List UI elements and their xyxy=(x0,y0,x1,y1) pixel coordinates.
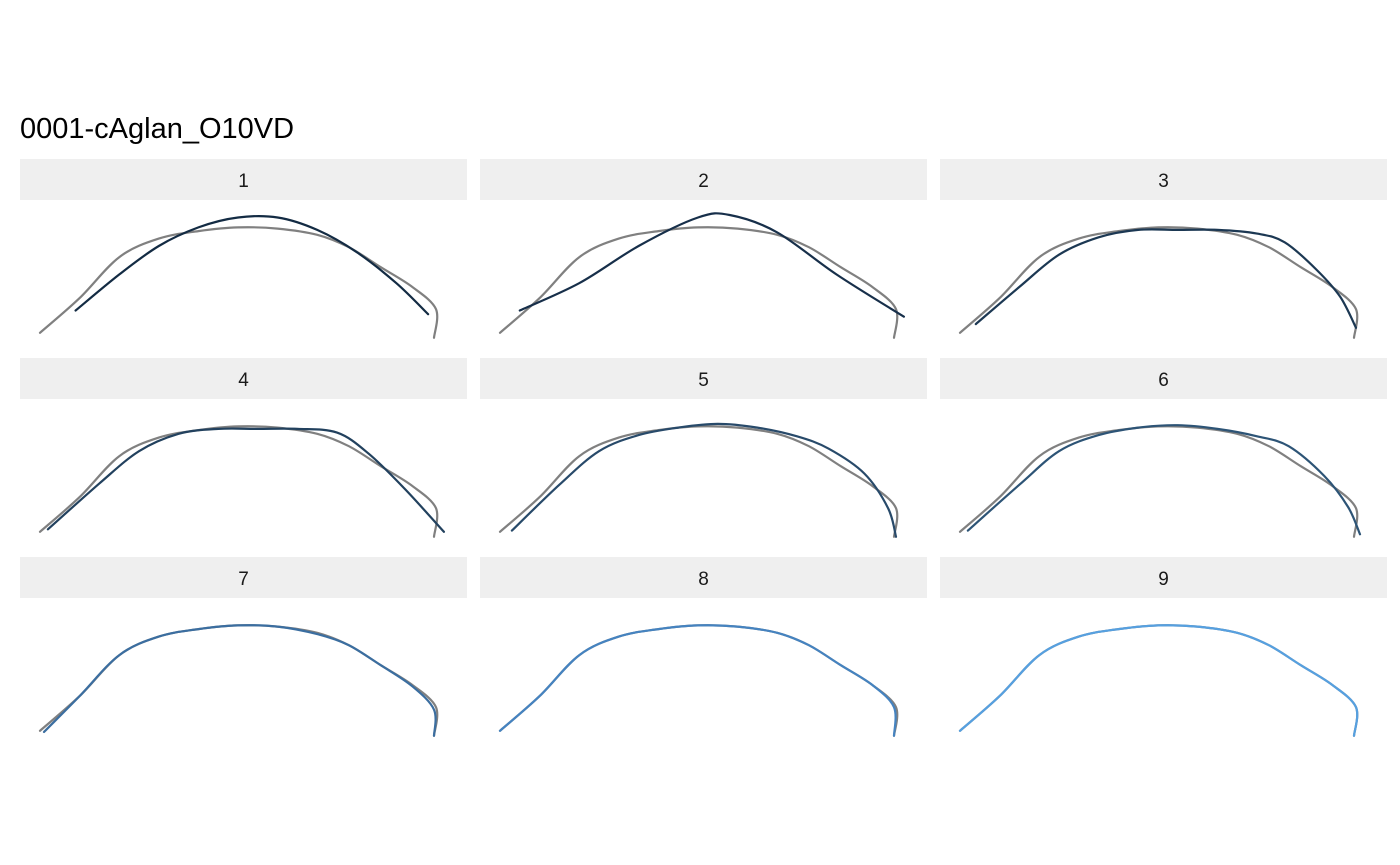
facet-strip-label: 2 xyxy=(698,171,709,192)
facet-strip-label: 6 xyxy=(1158,370,1169,391)
facet-panel-5: 5 xyxy=(480,358,927,538)
facet-panel-8: 8 xyxy=(480,557,927,737)
fitted-outline-6 xyxy=(966,424,1362,536)
facet-strip-9 xyxy=(940,557,1387,598)
reference-outline xyxy=(38,624,439,737)
facet-strip-label: 7 xyxy=(238,569,249,590)
facet-panel-3: 3 xyxy=(940,159,1387,339)
fitted-outline-4 xyxy=(46,427,445,533)
fitted-outline-9 xyxy=(958,624,1359,737)
facet-strip-6 xyxy=(940,358,1387,399)
facet-strip-3 xyxy=(940,159,1387,200)
facet-panel-7: 7 xyxy=(20,557,467,737)
fitted-outline-7 xyxy=(42,624,437,737)
fitted-outline-1 xyxy=(74,214,430,316)
reference-outline xyxy=(958,226,1359,339)
reference-outline xyxy=(38,425,439,538)
fitted-outline-8 xyxy=(498,624,897,737)
facet-panels: 1 2 3 4 5 6 7 8 9 xyxy=(20,159,1387,737)
facet-strip-4 xyxy=(20,358,467,399)
facet-strip-label: 9 xyxy=(1158,569,1169,590)
facet-strip-label: 3 xyxy=(1158,171,1169,192)
reference-outline xyxy=(498,624,899,737)
reference-outline xyxy=(38,226,439,339)
fitted-outline-2 xyxy=(518,212,905,318)
facet-strip-8 xyxy=(480,557,927,598)
reference-outline xyxy=(958,624,1359,737)
facet-strip-5 xyxy=(480,358,927,399)
facet-strip-label: 4 xyxy=(238,370,249,391)
facet-strip-label: 8 xyxy=(698,569,709,590)
facet-strip-7 xyxy=(20,557,467,598)
fitted-outline-5 xyxy=(510,422,898,538)
reference-outline xyxy=(498,226,899,339)
facet-panel-2: 2 xyxy=(480,159,927,339)
facet-strip-1 xyxy=(20,159,467,200)
fitted-outline-3 xyxy=(974,228,1358,329)
chart-title: 0001-cAglan_O10VD xyxy=(20,113,294,145)
facet-strip-2 xyxy=(480,159,927,200)
facet-strip-label: 1 xyxy=(238,171,249,192)
facet-panel-9: 9 xyxy=(940,557,1387,737)
reference-outline xyxy=(958,425,1359,538)
reference-outline xyxy=(498,425,899,538)
facet-panel-1: 1 xyxy=(20,159,467,339)
facet-strip-label: 5 xyxy=(698,370,709,391)
facet-panel-6: 6 xyxy=(940,358,1387,538)
facet-panel-4: 4 xyxy=(20,358,467,538)
